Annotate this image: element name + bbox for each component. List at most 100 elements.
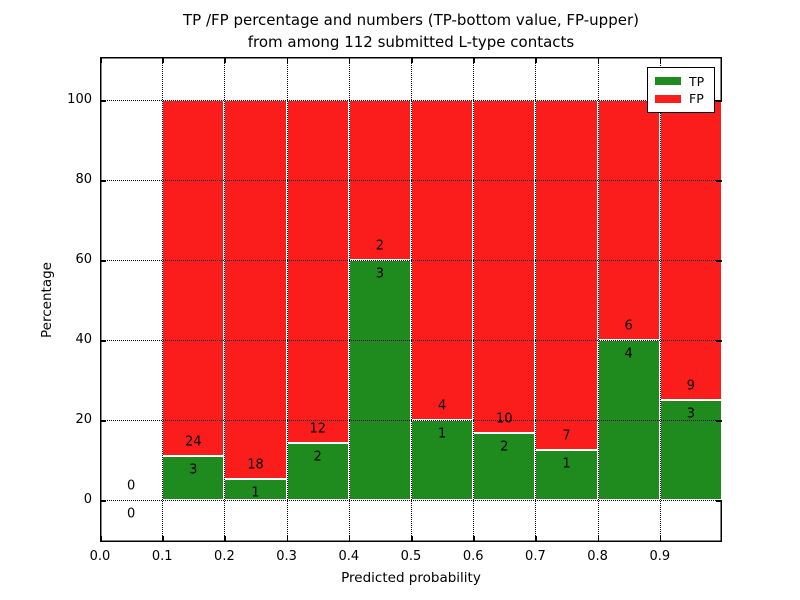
legend-label: FP bbox=[689, 91, 704, 107]
grid-line-vertical bbox=[535, 57, 537, 542]
x-axis-label: Predicted probability bbox=[341, 570, 481, 586]
x-tick-mark bbox=[659, 57, 662, 63]
legend-label: TP bbox=[689, 73, 705, 89]
fp-count-label: 6 bbox=[624, 318, 633, 334]
tp-count-label: 1 bbox=[437, 426, 447, 442]
y-tick-label: 0 bbox=[83, 492, 92, 507]
tp-count-label: 1 bbox=[251, 485, 260, 501]
tp-count-label: 3 bbox=[375, 266, 385, 282]
y-tick-label: 100 bbox=[67, 92, 92, 107]
fp-count-label: 18 bbox=[247, 457, 264, 473]
y-tick-label: 20 bbox=[75, 412, 92, 427]
chart-title: TP /FP percentage and numbers (TP-bottom… bbox=[100, 9, 722, 53]
bar-fp bbox=[659, 100, 722, 400]
x-tick-label: 0.2 bbox=[214, 549, 235, 564]
tp-count-label: 3 bbox=[189, 462, 198, 478]
grid-line-vertical bbox=[162, 57, 164, 542]
tp-count-label: 0 bbox=[126, 506, 136, 522]
x-tick-mark bbox=[100, 57, 102, 63]
bar-tp bbox=[535, 450, 598, 500]
x-tick-mark bbox=[224, 536, 226, 542]
fp-count-label: 10 bbox=[496, 411, 513, 427]
x-tick-mark bbox=[473, 57, 475, 63]
grid-line-horizontal bbox=[100, 260, 722, 261]
y-tick-mark bbox=[100, 420, 106, 422]
grid-line-horizontal bbox=[100, 420, 722, 421]
plot-area: 0 0 24 3 18 1 12 2 2 3 4 1 10 2 7 1 6 4 9 3 bbox=[100, 57, 722, 542]
fp-count-label: 0 bbox=[126, 478, 136, 494]
tp-count-label: 2 bbox=[313, 449, 322, 465]
y-tick-mark bbox=[716, 260, 722, 262]
grid-line-horizontal bbox=[100, 340, 722, 341]
x-tick-mark bbox=[597, 536, 600, 542]
x-tick-mark bbox=[348, 57, 351, 63]
x-tick-mark bbox=[535, 536, 537, 542]
x-tick-mark bbox=[162, 57, 164, 63]
y-tick-mark bbox=[716, 100, 722, 102]
x-tick-mark bbox=[720, 57, 722, 63]
bar-fp bbox=[286, 100, 349, 443]
fp-count-label: 4 bbox=[437, 398, 447, 414]
y-tick-mark bbox=[716, 340, 722, 342]
grid-line-vertical bbox=[473, 57, 475, 542]
y-tick-mark bbox=[716, 180, 722, 182]
bar-fp bbox=[162, 100, 225, 456]
bar-tp bbox=[348, 260, 411, 500]
x-tick-label: 0.1 bbox=[151, 549, 173, 564]
x-tick-label: 0.9 bbox=[649, 549, 671, 564]
bar-fp bbox=[597, 100, 660, 340]
bar-fp bbox=[535, 100, 598, 450]
y-tick-mark bbox=[100, 500, 106, 502]
fp-legend-swatch bbox=[655, 94, 681, 103]
bar-tp bbox=[286, 442, 349, 500]
grid-line-horizontal bbox=[100, 180, 722, 181]
y-tick-mark bbox=[100, 260, 106, 262]
tp-count-label: 2 bbox=[500, 439, 509, 455]
y-axis-label: Percentage bbox=[39, 262, 55, 338]
x-tick-label: 0.6 bbox=[462, 549, 484, 564]
x-tick-label: 0.5 bbox=[400, 549, 422, 564]
x-tick-mark bbox=[224, 57, 226, 63]
x-tick-mark bbox=[535, 57, 537, 63]
x-tick-mark bbox=[100, 536, 102, 542]
tp-count-label: 4 bbox=[624, 346, 633, 362]
x-tick-label: 0.8 bbox=[587, 549, 608, 564]
legend: TP FP bbox=[647, 67, 715, 113]
y-tick-label: 60 bbox=[75, 252, 92, 267]
x-tick-label: 0.3 bbox=[276, 549, 297, 564]
chart-title-line2: from among 112 submitted L-type contacts bbox=[247, 33, 575, 51]
x-tick-mark bbox=[348, 536, 351, 542]
x-tick-mark bbox=[720, 536, 722, 542]
x-tick-mark bbox=[286, 536, 289, 542]
fp-count-label: 12 bbox=[309, 421, 326, 437]
grid-line-vertical bbox=[411, 57, 412, 542]
y-tick-mark bbox=[100, 340, 106, 342]
x-tick-mark bbox=[473, 536, 475, 542]
bar-fp bbox=[224, 100, 287, 479]
chart-title-line1: TP /FP percentage and numbers (TP-bottom… bbox=[183, 11, 639, 29]
bar-tp bbox=[659, 400, 722, 500]
y-tick-label: 40 bbox=[75, 332, 92, 347]
x-tick-mark bbox=[286, 57, 289, 63]
bar-tp bbox=[162, 455, 225, 500]
fp-count-label: 24 bbox=[185, 434, 202, 450]
legend-row: TP bbox=[655, 75, 709, 88]
x-tick-label: 0.0 bbox=[89, 549, 111, 564]
y-tick-label: 80 bbox=[75, 172, 92, 187]
x-tick-mark bbox=[659, 536, 662, 542]
grid-line-horizontal bbox=[100, 100, 722, 101]
legend-row: FP bbox=[655, 92, 709, 105]
tp-legend-swatch bbox=[655, 77, 681, 86]
fp-count-label: 2 bbox=[375, 238, 385, 254]
grid-line-vertical bbox=[286, 57, 288, 542]
grid-line-vertical bbox=[348, 57, 350, 542]
fp-count-label: 7 bbox=[562, 428, 571, 444]
x-tick-mark bbox=[597, 57, 600, 63]
tp-count-label: 3 bbox=[686, 406, 696, 422]
x-tick-mark bbox=[411, 57, 413, 63]
grid-line-vertical bbox=[597, 57, 599, 542]
grid-line-vertical bbox=[659, 57, 661, 542]
x-tick-label: 0.7 bbox=[525, 549, 546, 564]
y-tick-mark bbox=[100, 100, 106, 102]
